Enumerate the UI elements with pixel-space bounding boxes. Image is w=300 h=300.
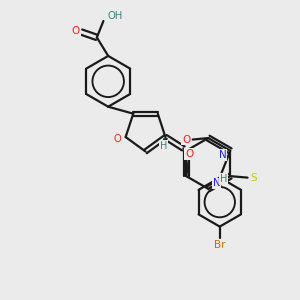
Text: O: O (182, 134, 190, 145)
Text: H: H (220, 174, 227, 184)
Text: S: S (251, 172, 257, 183)
Text: H: H (160, 141, 168, 151)
Text: O: O (185, 149, 194, 159)
Text: OH: OH (108, 11, 123, 21)
Text: N: N (213, 178, 220, 188)
Text: O: O (72, 26, 80, 36)
Text: Br: Br (214, 239, 226, 250)
Text: N: N (219, 150, 226, 160)
Text: O: O (113, 134, 121, 143)
